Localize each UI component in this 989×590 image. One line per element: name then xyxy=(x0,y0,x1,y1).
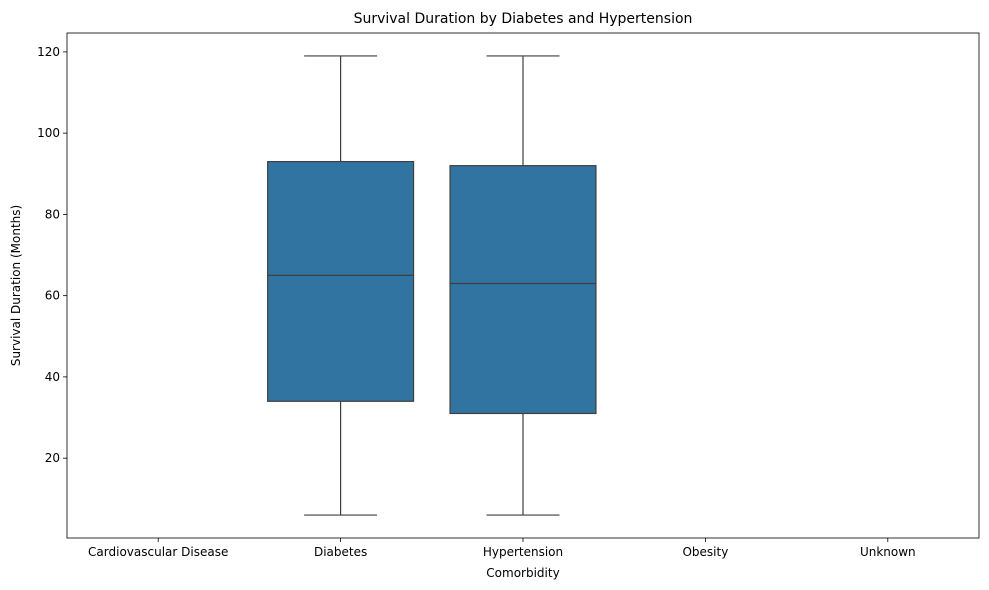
chart-title: Survival Duration by Diabetes and Hypert… xyxy=(354,11,693,27)
x-tick-label: Unknown xyxy=(860,545,916,559)
x-tick-label: Obesity xyxy=(682,545,728,559)
box-iqr xyxy=(267,160,415,402)
y-axis-label: Survival Duration (Months) xyxy=(9,205,23,366)
plot-frame xyxy=(66,32,980,539)
y-tick-label: 80 xyxy=(45,207,60,221)
y-tick-label: 40 xyxy=(45,370,60,384)
x-axis-label: Comorbidity xyxy=(486,566,559,580)
y-tick-label: 120 xyxy=(37,45,60,59)
y-tick-label: 60 xyxy=(45,289,60,303)
plot-area xyxy=(267,55,597,516)
x-tick-label: Diabetes xyxy=(314,545,367,559)
y-axis-ticks: 20 40 60 80 100 120 xyxy=(37,45,67,465)
box-iqr xyxy=(449,165,597,415)
x-axis-ticks: Cardiovascular Disease Diabetes Hypertensi… xyxy=(88,538,916,559)
x-tick-label: Hypertension xyxy=(483,545,563,559)
x-tick-label: Cardiovascular Disease xyxy=(88,545,228,559)
y-tick-label: 20 xyxy=(45,451,60,465)
y-tick-label: 100 xyxy=(37,126,60,140)
box-hypertension xyxy=(449,55,597,516)
box-diabetes xyxy=(267,55,415,516)
